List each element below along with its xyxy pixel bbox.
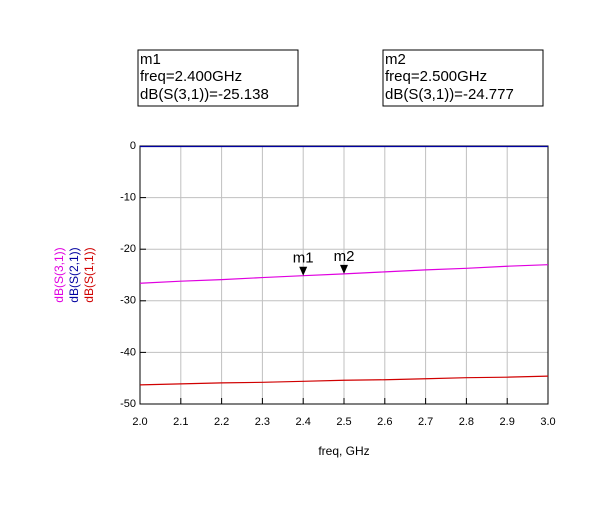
x-tick-label: 2.7: [418, 416, 433, 428]
y-tick-label: -50: [120, 398, 136, 410]
x-tick-label: 2.4: [296, 416, 311, 428]
marker-box-frame: [137, 49, 299, 107]
series-line: [139, 375, 549, 386]
marker-box-value: dB(S(3,1))=-25.138: [140, 86, 269, 103]
x-tick-label: 2.3: [255, 416, 270, 428]
legend-entry: dB(S(2,1)): [67, 247, 81, 302]
marker-triangle: [340, 264, 348, 274]
legend-entry: dB(S(1,1)): [82, 247, 96, 302]
y-tick-label: -40: [120, 346, 136, 358]
x-tick-label: 2.5: [336, 416, 351, 428]
marker-box-freq: freq=2.400GHz: [140, 68, 242, 85]
x-tick-label: 2.0: [132, 416, 147, 428]
x-tick-label: 2.8: [459, 416, 474, 428]
marker-box-frame: [382, 49, 544, 107]
x-tick-label: 2.1: [173, 416, 188, 428]
marker-box-freq: freq=2.500GHz: [385, 68, 487, 85]
x-tick-label: 2.2: [214, 416, 229, 428]
x-tick-label: 3.0: [540, 416, 555, 428]
marker-box-value: dB(S(3,1))=-24.777: [385, 86, 514, 103]
marker-label: m1: [293, 250, 314, 267]
marker-box-name: m2: [385, 51, 406, 68]
x-tick-label: 2.6: [377, 416, 392, 428]
y-tick-label: 0: [130, 140, 136, 152]
legend-entry: dB(S(3,1)): [52, 247, 66, 302]
x-tick-label: 2.9: [500, 416, 515, 428]
y-tick-label: -10: [120, 192, 136, 204]
y-tick-label: -20: [120, 243, 136, 255]
marker-label: m2: [334, 248, 355, 265]
marker-box-name: m1: [140, 51, 161, 68]
x-axis-label: freq, GHz: [318, 444, 369, 458]
y-tick-label: -30: [120, 295, 136, 307]
marker-triangle: [299, 266, 308, 276]
